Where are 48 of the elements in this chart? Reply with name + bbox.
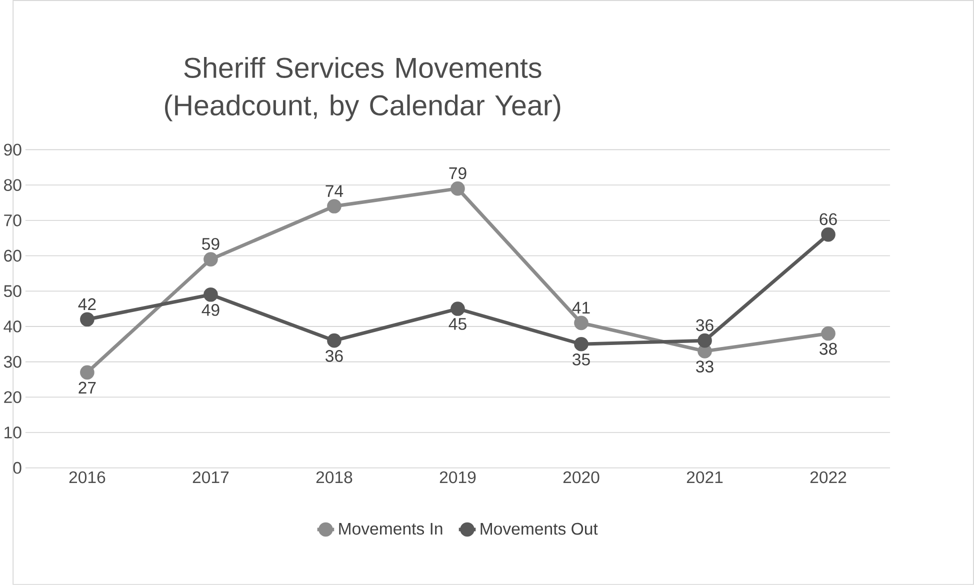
data-label: 74 xyxy=(326,185,344,197)
legend-label: Movements Out xyxy=(480,522,598,535)
y-tick-label: 70 xyxy=(4,214,22,226)
point xyxy=(450,181,465,196)
y-tick-label: 10 xyxy=(4,426,22,438)
point xyxy=(821,326,836,341)
point xyxy=(80,365,94,380)
y-tick-label: 80 xyxy=(4,179,22,192)
point xyxy=(327,199,342,214)
data-label: 42 xyxy=(78,298,96,310)
point xyxy=(450,302,465,316)
chart-title: Sheriff Services Movements (Headcount, by Calendar Year) xyxy=(165,56,560,122)
x-tick-label: 2018 xyxy=(316,471,352,484)
data-label: 49 xyxy=(202,304,220,316)
data-label: 45 xyxy=(448,318,466,330)
y-tick-label: 40 xyxy=(4,320,22,332)
point xyxy=(698,344,712,358)
point xyxy=(574,316,588,330)
x-tick-label: 2016 xyxy=(69,471,106,484)
data-label: 41 xyxy=(572,302,590,314)
x-tick-label: 2021 xyxy=(686,471,723,484)
point xyxy=(204,287,218,302)
data-label: 33 xyxy=(696,360,714,373)
y-tick-label: 60 xyxy=(4,250,22,262)
x-tick-label: 2020 xyxy=(563,471,600,484)
y-tick-label: 90 xyxy=(4,144,22,156)
x-tick-label: 2022 xyxy=(810,471,846,484)
x-tick-label: 2019 xyxy=(440,471,476,484)
data-label: 66 xyxy=(820,213,837,226)
data-label: 27 xyxy=(78,382,96,394)
point xyxy=(327,333,342,348)
point xyxy=(821,227,836,242)
data-label: 35 xyxy=(572,354,590,366)
data-label: 36 xyxy=(696,319,714,332)
y-tick-label: 30 xyxy=(4,356,22,368)
y-tick-label: 50 xyxy=(4,285,22,298)
legend-label: Movements In xyxy=(339,523,442,535)
data-label: 59 xyxy=(202,238,220,250)
point xyxy=(574,336,588,352)
data-label: 36 xyxy=(326,350,343,362)
point xyxy=(698,333,712,348)
data-label: 38 xyxy=(820,342,837,355)
y-tick-label: 0 xyxy=(13,462,22,474)
point xyxy=(204,252,218,266)
point xyxy=(80,312,94,327)
data-label: 79 xyxy=(449,167,466,180)
y-tick-label: 20 xyxy=(4,391,22,404)
x-tick-label: 2017 xyxy=(192,471,229,484)
